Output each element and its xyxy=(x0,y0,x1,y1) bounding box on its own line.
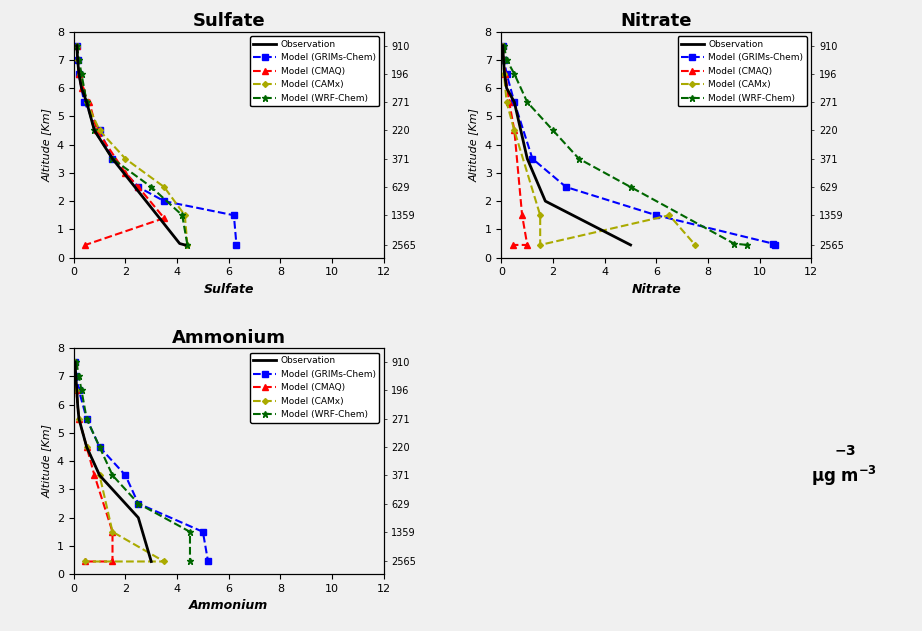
X-axis label: Nitrate: Nitrate xyxy=(632,283,681,296)
Y-axis label: Altitude [Km]: Altitude [Km] xyxy=(469,108,479,182)
Text: $\mathbf{-3}$: $\mathbf{-3}$ xyxy=(834,444,857,458)
Legend: Observation, Model (GRIMs-Chem), Model (CMAQ), Model (CAMx), Model (WRF-Chem): Observation, Model (GRIMs-Chem), Model (… xyxy=(250,36,379,107)
Title: Ammonium: Ammonium xyxy=(171,329,286,346)
Y-axis label: Altitude [Km]: Altitude [Km] xyxy=(41,108,52,182)
Title: Sulfate: Sulfate xyxy=(193,12,265,30)
X-axis label: Ammonium: Ammonium xyxy=(189,599,268,613)
X-axis label: Sulfate: Sulfate xyxy=(204,283,254,296)
Title: Nitrate: Nitrate xyxy=(621,12,692,30)
Legend: Observation, Model (GRIMs-Chem), Model (CMAQ), Model (CAMx), Model (WRF-Chem): Observation, Model (GRIMs-Chem), Model (… xyxy=(250,353,379,423)
Text: $\mathbf{\mu g\ m^{-3}}$: $\mathbf{\mu g\ m^{-3}}$ xyxy=(811,464,877,488)
Y-axis label: Altitude [Km]: Altitude [Km] xyxy=(41,424,52,498)
Legend: Observation, Model (GRIMs-Chem), Model (CMAQ), Model (CAMx), Model (WRF-Chem): Observation, Model (GRIMs-Chem), Model (… xyxy=(678,36,807,107)
